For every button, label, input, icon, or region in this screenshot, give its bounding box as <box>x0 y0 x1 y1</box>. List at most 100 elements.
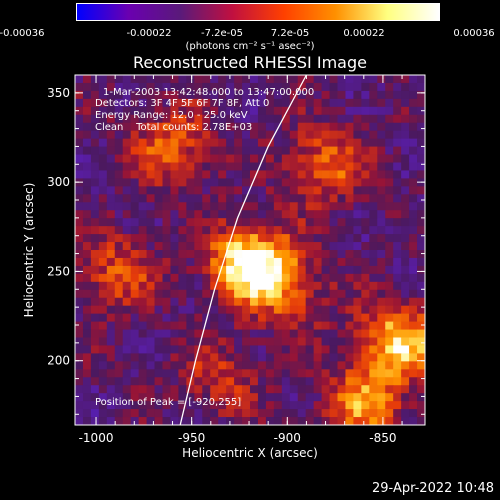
heatmap-cell <box>242 265 251 275</box>
heatmap-cell <box>409 353 418 362</box>
heatmap-cell <box>170 106 179 116</box>
heatmap-cell <box>234 98 243 108</box>
heatmap-cell <box>146 146 155 155</box>
heatmap-cell <box>130 313 140 322</box>
heatmap-cell <box>393 257 402 267</box>
heatmap-cell <box>329 417 338 426</box>
heatmap-cell <box>186 361 195 370</box>
heatmap-cell <box>329 353 338 362</box>
heatmap-cell <box>409 305 418 315</box>
heatmap-cell <box>289 162 299 171</box>
heatmap-cell <box>401 122 410 132</box>
heatmap-cell <box>409 226 418 235</box>
heatmap-cell <box>210 353 219 362</box>
heatmap-cell <box>345 305 354 315</box>
heatmap-cell <box>146 250 155 259</box>
heatmap-cell <box>345 130 354 140</box>
heatmap-cell <box>361 146 370 155</box>
heatmap-cell <box>337 98 346 108</box>
heatmap-cell <box>234 130 243 140</box>
heatmap-cell <box>321 377 330 386</box>
heatmap-cell <box>242 281 251 291</box>
heatmap-cell <box>393 329 402 338</box>
heatmap-cell <box>154 273 163 283</box>
heatmap-cell <box>345 186 354 195</box>
heatmap-cell <box>90 305 100 315</box>
heatmap-cell <box>385 202 394 211</box>
heatmap-cell <box>289 369 299 378</box>
heatmap-cell <box>250 369 259 378</box>
heatmap-cell <box>106 75 116 84</box>
heatmap-cell <box>154 186 163 195</box>
heatmap-cell <box>369 265 378 275</box>
heatmap-cell <box>257 82 267 92</box>
y-tick-label: 200 <box>47 354 70 368</box>
heatmap-cell <box>202 162 211 171</box>
heatmap-cell <box>194 122 203 132</box>
heatmap-cell <box>202 273 211 283</box>
heatmap-cell <box>361 98 370 108</box>
heatmap-cell <box>234 337 243 346</box>
heatmap-cell <box>250 234 259 243</box>
heatmap-cell <box>257 106 267 116</box>
heatmap-cell <box>305 297 315 307</box>
heatmap-cell <box>329 273 338 283</box>
heatmap-cell <box>385 329 394 338</box>
heatmap-cell <box>210 321 219 330</box>
heatmap-cell <box>377 345 386 354</box>
heatmap-cell <box>218 257 227 267</box>
heatmap-cell <box>250 114 259 124</box>
heatmap-cell <box>361 297 370 307</box>
heatmap-cell <box>417 273 426 283</box>
heatmap-cell <box>98 170 108 179</box>
heatmap-cell <box>353 361 362 370</box>
heatmap-cell <box>218 313 227 322</box>
heatmap-cell <box>154 313 163 322</box>
heatmap-cell <box>377 281 386 291</box>
heatmap-cell <box>281 122 291 132</box>
heatmap-cell <box>345 385 354 394</box>
heatmap-cell <box>242 146 251 155</box>
heatmap-cell <box>146 361 155 370</box>
heatmap-cell <box>218 162 227 171</box>
heatmap-cell <box>242 218 251 227</box>
heatmap-cell <box>401 289 410 299</box>
heatmap-cell <box>385 170 394 179</box>
heatmap-cell <box>122 130 132 140</box>
heatmap-cell <box>409 401 418 410</box>
heatmap-cell <box>98 90 108 100</box>
heatmap-cell <box>409 186 418 195</box>
heatmap-cell <box>289 345 299 354</box>
heatmap-cell <box>409 218 418 227</box>
heatmap-cell <box>146 202 155 211</box>
heatmap-cell <box>345 82 354 92</box>
heatmap-cell <box>178 130 187 140</box>
x-tick-label: -900 <box>274 431 301 445</box>
heatmap-cell <box>361 265 370 275</box>
heatmap-cell <box>393 122 402 132</box>
heatmap-cell <box>401 75 410 84</box>
heatmap-cell <box>257 305 267 315</box>
heatmap-cell <box>242 106 251 116</box>
heatmap-cell <box>265 409 275 418</box>
heatmap-cell <box>297 98 307 108</box>
heatmap-cell <box>106 106 116 116</box>
heatmap-cell <box>218 186 227 195</box>
heatmap-cell <box>369 385 378 394</box>
heatmap-cell <box>401 82 410 92</box>
heatmap-cell <box>345 393 354 402</box>
heatmap-cell <box>353 122 362 132</box>
heatmap-cell <box>202 114 211 124</box>
heatmap-cell <box>170 417 179 426</box>
heatmap-cell <box>385 297 394 307</box>
heatmap-cell <box>138 345 147 354</box>
heatmap-cell <box>226 194 235 203</box>
heatmap-cell <box>417 242 426 251</box>
heatmap-cell <box>257 313 267 322</box>
heatmap-cell <box>401 186 410 195</box>
heatmap-cell <box>345 273 354 283</box>
heatmap-cell <box>369 234 378 243</box>
heatmap-cell <box>186 82 195 92</box>
colorbar-tick: -0.00036 <box>0 28 45 39</box>
heatmap-cell <box>313 130 322 140</box>
